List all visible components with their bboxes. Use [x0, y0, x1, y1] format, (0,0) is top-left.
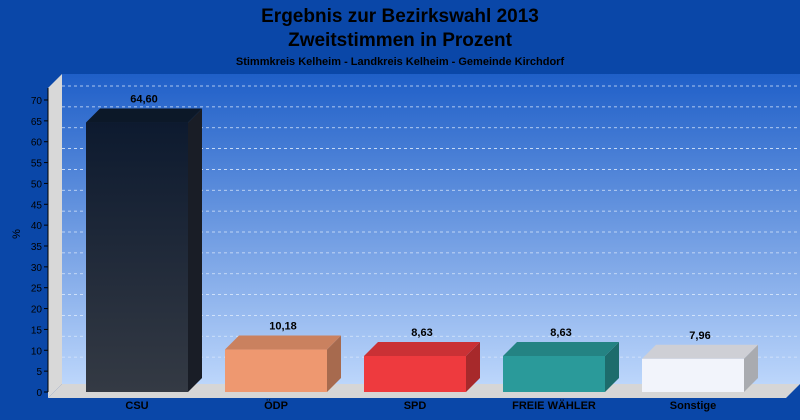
x-tick-label: Sonstige — [670, 400, 716, 412]
y-tick-label: 25 — [31, 284, 43, 295]
left-wall — [48, 74, 62, 398]
bar — [86, 108, 202, 393]
bar-top — [642, 344, 758, 359]
bar — [503, 342, 619, 392]
y-tick-label: 20 — [31, 305, 43, 316]
data-label: 8,63 — [550, 327, 571, 339]
y-tick-label: 65 — [31, 117, 43, 128]
bar-side — [744, 344, 758, 392]
y-tick-label: 5 — [36, 367, 42, 378]
bar-front — [503, 356, 605, 392]
bar-side — [188, 108, 202, 393]
y-tick-label: 10 — [31, 346, 43, 357]
y-tick-label: 55 — [31, 159, 43, 170]
y-tick-label: 60 — [31, 138, 43, 149]
bar — [642, 344, 758, 392]
y-tick-label: 30 — [31, 263, 43, 274]
bar-top — [364, 342, 480, 357]
data-label: 8,63 — [411, 327, 432, 339]
bar-side — [327, 335, 341, 392]
bar — [364, 342, 480, 392]
bar-top — [86, 108, 202, 123]
chart-title: Ergebnis zur Bezirkswahl 2013 — [261, 6, 539, 27]
bar-front — [364, 356, 466, 392]
y-tick-label: 40 — [31, 221, 43, 232]
x-axis: CSU ÖDP SPD FREIE WÄHLER Sonstige — [125, 399, 716, 412]
y-axis-title: % — [11, 229, 23, 239]
data-label: 10,18 — [269, 321, 297, 333]
x-tick-label: ÖDP — [264, 399, 288, 412]
bar-front — [86, 122, 188, 393]
bar-top — [503, 342, 619, 357]
bar-side — [605, 342, 619, 392]
bar — [225, 335, 341, 392]
y-tick-label: 0 — [36, 388, 42, 399]
bar-top — [225, 335, 341, 350]
x-tick-label: SPD — [404, 400, 427, 412]
y-tick-label: 15 — [31, 325, 43, 336]
data-label: 7,96 — [689, 330, 710, 342]
y-tick-label: 70 — [31, 96, 43, 107]
bar-side — [466, 342, 480, 392]
y-tick-label: 45 — [31, 200, 43, 211]
bar-series — [86, 108, 758, 393]
chart-subtitle: Stimmkreis Kelheim - Landkreis Kelheim -… — [236, 56, 565, 68]
x-tick-label: CSU — [125, 400, 148, 412]
y-tick-label: 35 — [31, 242, 43, 253]
y-tick-label: 50 — [31, 179, 43, 190]
data-labels: 64,60 10,18 8,63 8,63 7,96 — [130, 94, 710, 342]
x-tick-label: FREIE WÄHLER — [512, 399, 596, 412]
chart-title-line2: Zweitstimmen in Prozent — [288, 30, 512, 51]
y-axis: 0 5 10 15 20 25 30 35 40 45 50 55 60 65 70 — [31, 88, 49, 399]
bar-front — [642, 358, 744, 392]
data-label: 64,60 — [130, 94, 158, 106]
bar-front — [225, 349, 327, 392]
